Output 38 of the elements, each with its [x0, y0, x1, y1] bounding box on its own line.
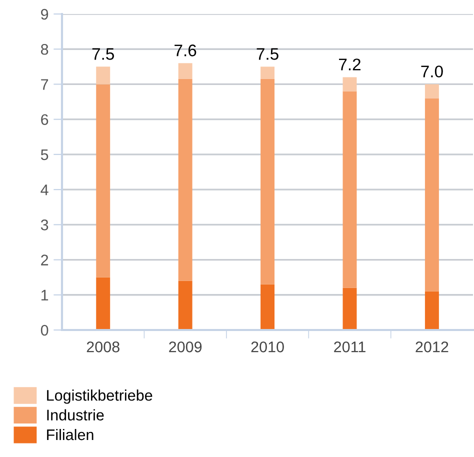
bar: [260, 78, 275, 284]
bar: [342, 91, 357, 288]
x-tick-label: 2009: [169, 342, 202, 352]
bar: [178, 78, 192, 281]
bar: [178, 280, 192, 330]
y-tick-label: 7: [41, 79, 48, 90]
bar: [424, 84, 439, 98]
bar: [260, 284, 275, 330]
bar: [424, 291, 439, 330]
bar: [342, 77, 357, 92]
y-tick-label: 1: [41, 290, 48, 300]
total-label: 7.6: [174, 44, 196, 56]
bar: [424, 98, 439, 292]
total-label: 7.5: [92, 48, 114, 60]
legend-label: Filialen: [47, 428, 94, 440]
legend-label: Logistikbetriebe: [47, 390, 152, 404]
total-label: 7.2: [339, 58, 360, 70]
x-tick-label: 2011: [334, 342, 366, 352]
bar: [96, 84, 110, 278]
bar: [96, 277, 110, 330]
x-tick-label: 2012: [416, 342, 448, 352]
x-tick-label: 2008: [86, 342, 120, 352]
total-label: 7.5: [256, 48, 278, 60]
y-tick-label: 8: [40, 44, 48, 55]
y-tick-label: 3: [40, 220, 48, 230]
bar: [96, 66, 110, 84]
y-tick-label: 9: [41, 8, 48, 20]
y-tick-label: 4: [40, 184, 48, 196]
total-label: 7.0: [421, 66, 443, 78]
y-tick-label: 0: [40, 324, 48, 336]
x-tick-label: 2010: [251, 342, 284, 352]
legend-label: Industrie: [47, 409, 104, 420]
bar: [260, 66, 275, 79]
y-tick-label: 6: [41, 114, 48, 126]
bar: [342, 288, 357, 330]
y-tick-label: 2: [41, 254, 48, 266]
bar: [178, 63, 192, 79]
y-tick-label: 5: [40, 149, 48, 160]
